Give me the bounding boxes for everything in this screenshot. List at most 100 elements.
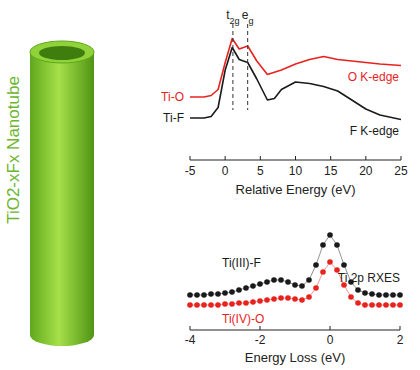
x-axis: -4 -2 0 2 — [185, 326, 404, 347]
tick-label: 10 — [289, 164, 303, 178]
data-point — [341, 282, 347, 288]
plot-area — [190, 39, 401, 120]
annotation: t2g — [226, 8, 239, 26]
nanotube-label: TiO2-xFx Nanotube — [4, 76, 23, 224]
data-point — [327, 259, 333, 265]
data-point — [201, 302, 207, 308]
annotation: Ti-O — [161, 90, 184, 104]
tick — [190, 326, 191, 330]
tick-label: 5 — [257, 164, 264, 178]
tick-label: -2 — [255, 333, 266, 347]
data-point — [383, 292, 389, 298]
data-point — [376, 302, 382, 308]
data-point — [222, 301, 228, 307]
tube-hole — [39, 46, 85, 60]
data-point — [208, 302, 214, 308]
data-point — [194, 302, 200, 308]
data-point — [215, 291, 221, 297]
data-point — [250, 299, 256, 305]
tick-label: 20 — [359, 164, 373, 178]
series-label: O K-edge — [348, 70, 400, 84]
data-point — [243, 300, 249, 306]
text-sub: 2g — [230, 16, 240, 26]
data-point — [306, 277, 312, 283]
annotation: eg — [242, 8, 254, 26]
data-point — [397, 292, 403, 298]
data-point — [313, 285, 319, 291]
tick-label: -5 — [185, 164, 196, 178]
plot-area — [187, 232, 403, 308]
data-point — [236, 287, 242, 293]
tick-label: 0 — [327, 333, 334, 347]
tick — [401, 156, 402, 160]
data-point — [397, 302, 403, 308]
data-point — [187, 302, 193, 308]
tick-label: 25 — [394, 164, 408, 178]
data-point — [292, 296, 298, 302]
tick — [260, 156, 261, 160]
data-point — [257, 281, 263, 287]
tube-rim — [30, 41, 94, 63]
tick — [365, 156, 366, 160]
data-point — [341, 262, 347, 268]
data-point — [264, 279, 270, 285]
data-point — [362, 290, 368, 296]
data-point — [243, 285, 249, 291]
data-point — [383, 302, 389, 308]
data-point — [271, 277, 277, 283]
data-point — [390, 292, 396, 298]
data-point — [348, 279, 354, 285]
data-point — [334, 242, 340, 248]
axis-line — [190, 330, 400, 331]
data-point — [278, 295, 284, 301]
marker-line — [247, 24, 248, 110]
data-point — [187, 292, 193, 298]
figure: TiO2-xFx Nanotube-50510152025Relative En… — [0, 0, 420, 370]
data-point — [264, 297, 270, 303]
data-point — [355, 300, 361, 306]
tick-label: 2 — [397, 333, 404, 347]
data-point — [271, 296, 277, 302]
data-point — [285, 295, 291, 301]
data-point — [299, 297, 305, 303]
data-point — [376, 292, 382, 298]
tick-label: 15 — [324, 164, 338, 178]
tick — [260, 326, 261, 330]
data-point — [369, 291, 375, 297]
tick-label: -4 — [185, 333, 196, 347]
series-label: F K-edge — [350, 124, 400, 138]
data-point — [320, 269, 326, 275]
data-point — [313, 262, 319, 268]
data-point — [229, 289, 235, 295]
x-axis-title: Relative Energy (eV) — [236, 182, 356, 197]
data-point — [369, 302, 375, 308]
data-point — [194, 292, 200, 298]
data-point — [236, 300, 242, 306]
data-point — [362, 302, 368, 308]
tick — [400, 326, 401, 330]
tube-body — [30, 52, 94, 346]
x-axis-title: Energy Loss (eV) — [245, 350, 345, 365]
data-point — [208, 291, 214, 297]
data-point — [299, 283, 305, 289]
data-point — [334, 267, 340, 273]
tick-label: 0 — [222, 164, 229, 178]
tick — [295, 156, 296, 160]
series-line — [190, 48, 401, 120]
data-point — [292, 282, 298, 288]
series-label: Ti(III)-F — [222, 256, 261, 270]
data-point — [306, 294, 312, 300]
data-point — [222, 290, 228, 296]
tick — [330, 326, 331, 330]
data-point — [320, 242, 326, 248]
tick — [330, 156, 331, 160]
data-point — [327, 232, 333, 238]
marker-line — [232, 24, 233, 110]
data-point — [390, 302, 396, 308]
data-point — [215, 302, 221, 308]
data-point — [201, 292, 207, 298]
connector — [190, 235, 400, 295]
data-point — [355, 287, 361, 293]
data-point — [229, 301, 235, 307]
tick — [225, 156, 226, 160]
